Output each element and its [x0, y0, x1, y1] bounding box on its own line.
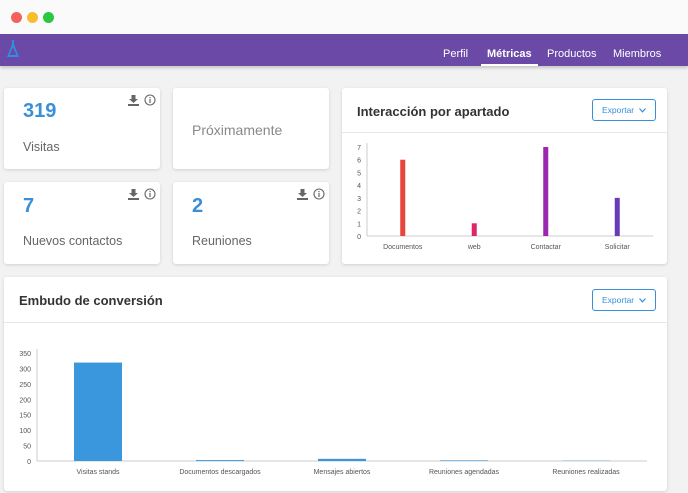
card-divider — [4, 322, 667, 323]
card-divider — [342, 132, 667, 133]
funnel-chart-card: Embudo de conversión Exportar 0 50 100 150 2… — [4, 277, 667, 491]
stat-label: Nuevos contactos — [23, 234, 123, 248]
download-icon[interactable] — [128, 94, 139, 106]
y-tick-label: 0 — [27, 459, 31, 466]
y-tick-label: 5 — [357, 170, 361, 177]
x-tick-label: Visitas stands — [76, 469, 120, 476]
y-tick-label: 100 — [19, 428, 31, 435]
y-tick-label: 250 — [19, 382, 31, 389]
nav-productos[interactable]: Productos — [547, 48, 597, 60]
x-tick-label: Contactar — [531, 244, 562, 251]
app-logo-icon[interactable] — [4, 40, 22, 60]
funnel-bar-chart: 0 50 100 150 200 250 300 350 Visitas stands Docum… — [19, 349, 647, 476]
stat-value: 2 — [192, 195, 204, 217]
close-window-button[interactable] — [11, 12, 22, 23]
interaction-bar-chart: 0 1 2 3 4 5 6 7 Documentos web Contactar Solicitar — [357, 143, 653, 251]
info-icon[interactable] — [313, 188, 325, 200]
chevron-down-icon — [639, 297, 647, 303]
stat-label: Reuniones — [192, 234, 252, 248]
download-icon[interactable] — [297, 188, 308, 200]
minimize-window-button[interactable] — [27, 12, 38, 23]
stat-card-reuniones: 2 Reuniones — [173, 182, 329, 264]
x-tick-label: Documentos descargados — [179, 469, 261, 476]
y-tick-label: 300 — [19, 366, 31, 373]
coming-soon-label: Próximamente — [192, 122, 283, 138]
stat-card-nuevos-contactos: 7 Nuevos contactos — [4, 182, 160, 264]
x-tick-label: Reuniones realizadas — [552, 469, 620, 476]
bar — [614, 197, 620, 236]
bar — [400, 159, 406, 236]
stat-value: 7 — [23, 195, 35, 217]
nav-perfil[interactable]: Perfil — [443, 48, 469, 60]
y-tick-label: 2 — [357, 209, 361, 216]
chart-title: Embudo de conversión — [19, 293, 163, 308]
chevron-down-icon — [639, 107, 647, 113]
interaction-chart-card: Interacción por apartado Exportar 0 1 2 3 4 5… — [342, 88, 667, 264]
coming-soon-card: Próximamente — [173, 88, 329, 169]
bar — [440, 460, 488, 461]
maximize-window-button[interactable] — [43, 12, 54, 23]
bar — [196, 460, 244, 461]
stat-value: 319 — [23, 100, 57, 122]
x-tick-label: Documentos — [383, 244, 423, 251]
y-tick-label: 6 — [357, 158, 361, 165]
bar — [318, 458, 366, 461]
y-tick-label: 0 — [357, 234, 361, 241]
stat-label: Visitas — [23, 140, 60, 154]
export-button-label: Exportar — [602, 295, 635, 305]
y-tick-label: 150 — [19, 413, 31, 420]
chart-title: Interacción por apartado — [357, 104, 510, 119]
info-icon[interactable] — [144, 188, 156, 200]
top-navbar: Perfil Métricas Productos Miembros — [0, 34, 688, 66]
x-tick-label: Reuniones agendadas — [429, 469, 500, 476]
x-tick-label: web — [467, 244, 481, 251]
info-icon[interactable] — [144, 94, 156, 106]
stat-card-visitas: 319 Visitas — [4, 88, 160, 169]
bar — [471, 223, 477, 236]
export-button[interactable]: Exportar — [592, 99, 657, 121]
export-button-label: Exportar — [602, 105, 635, 115]
download-icon[interactable] — [128, 188, 139, 200]
bar — [74, 362, 122, 461]
x-tick-label: Mensajes abiertos — [314, 469, 371, 476]
export-button[interactable]: Exportar — [592, 289, 657, 311]
nav-metricas[interactable]: Métricas — [481, 34, 538, 66]
nav-miembros[interactable]: Miembros — [613, 48, 662, 60]
window-titlebar — [0, 0, 688, 34]
y-tick-label: 50 — [23, 444, 31, 451]
x-tick-label: Solicitar — [605, 244, 631, 251]
y-tick-label: 7 — [357, 145, 361, 152]
bar — [543, 147, 549, 236]
y-tick-label: 3 — [357, 196, 361, 203]
y-tick-label: 4 — [357, 183, 361, 190]
y-tick-label: 1 — [357, 221, 361, 228]
y-tick-label: 350 — [19, 351, 31, 358]
y-tick-label: 200 — [19, 397, 31, 404]
